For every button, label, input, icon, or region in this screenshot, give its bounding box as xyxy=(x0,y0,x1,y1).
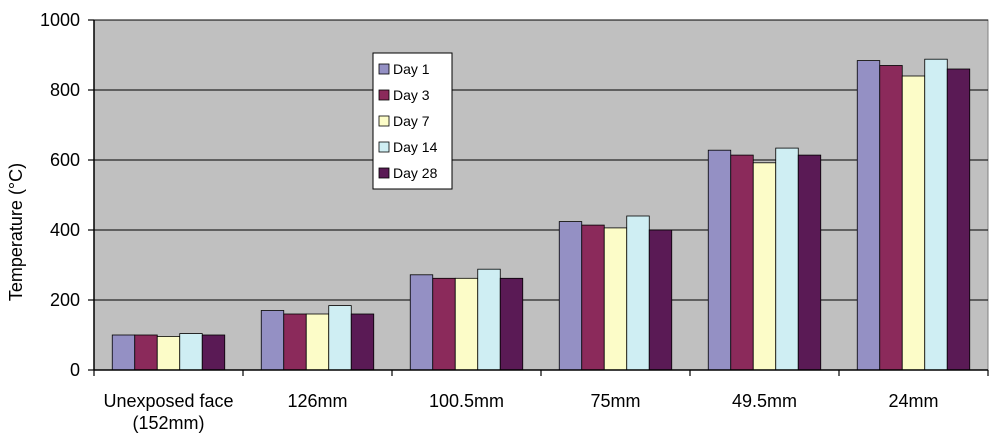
bar-day-28-0 xyxy=(201,334,226,371)
bar-day-14-2 xyxy=(477,268,501,371)
bar-day-14-4 xyxy=(775,147,799,371)
y-tick-label: 0 xyxy=(70,360,80,380)
legend-swatch xyxy=(378,141,390,153)
legend-label: Day 14 xyxy=(393,139,438,155)
legend-label: Day 28 xyxy=(393,165,438,181)
y-tick-label: 800 xyxy=(50,80,80,100)
bar-day-14-5 xyxy=(924,58,948,371)
legend-label: Day 1 xyxy=(393,61,430,77)
x-tick-labels: Unexposed face (152mm) 126mm 100.5mm 75mm 49.… xyxy=(93,370,989,433)
y-axis-title: Temperature (°C) xyxy=(6,163,26,301)
bar-day-28-3 xyxy=(648,229,673,371)
y-tick-label: 400 xyxy=(50,220,80,240)
legend-label: Day 7 xyxy=(393,113,430,129)
bar-day-1-0 xyxy=(111,334,136,371)
legend-swatch xyxy=(378,167,390,179)
bar-day-28-2 xyxy=(499,277,524,371)
x-tick-label: 100.5mm xyxy=(429,391,504,411)
gridlines xyxy=(94,19,988,301)
bar-day-7-3 xyxy=(603,227,628,371)
y-tick-label: 1000 xyxy=(40,10,80,30)
bar-day-14-3 xyxy=(626,215,650,371)
bar-day-28-4 xyxy=(797,154,822,371)
bar-day-7-4 xyxy=(752,162,777,371)
x-tick-label: 126mm xyxy=(287,391,347,411)
bar-day-14-1 xyxy=(328,305,352,371)
legend-swatch xyxy=(378,115,390,127)
y-tick-label: 600 xyxy=(50,150,80,170)
legend-swatch xyxy=(378,89,390,101)
bar-day-3-2 xyxy=(432,277,456,371)
x-tick-label: 24mm xyxy=(888,391,938,411)
plot-area xyxy=(93,19,989,371)
bar-day-3-3 xyxy=(581,224,605,371)
bar-day-1-3 xyxy=(558,221,583,371)
y-tick-label: 200 xyxy=(50,290,80,310)
bar-day-3-1 xyxy=(283,313,307,371)
bar-day-28-5 xyxy=(946,68,971,371)
bar-day-3-0 xyxy=(134,334,158,371)
bar-day-28-1 xyxy=(350,313,375,371)
bar-day-3-5 xyxy=(879,65,903,371)
bar-day-1-4 xyxy=(707,149,732,371)
bar-day-3-4 xyxy=(730,154,754,371)
legend: Day 1 Day 3 Day 7 Day 14 Day 28 xyxy=(372,52,453,190)
legend-label: Day 3 xyxy=(393,87,430,103)
x-tick-label: 49.5mm xyxy=(732,391,797,411)
bar-day-7-2 xyxy=(454,277,479,371)
x-tick-label: 75mm xyxy=(590,391,640,411)
bar-day-1-1 xyxy=(260,310,285,371)
bar-day-1-2 xyxy=(409,274,434,371)
bar-day-14-0 xyxy=(179,333,203,371)
y-ticks: 0 200 400 600 800 1000 xyxy=(40,10,94,380)
bar-day-7-0 xyxy=(156,335,181,371)
bar-day-7-1 xyxy=(305,313,330,371)
x-tick-label: Unexposed face (152mm) xyxy=(103,391,233,433)
bar-day-7-5 xyxy=(901,75,926,371)
legend-swatch xyxy=(378,63,390,75)
bar-day-1-5 xyxy=(856,60,881,371)
